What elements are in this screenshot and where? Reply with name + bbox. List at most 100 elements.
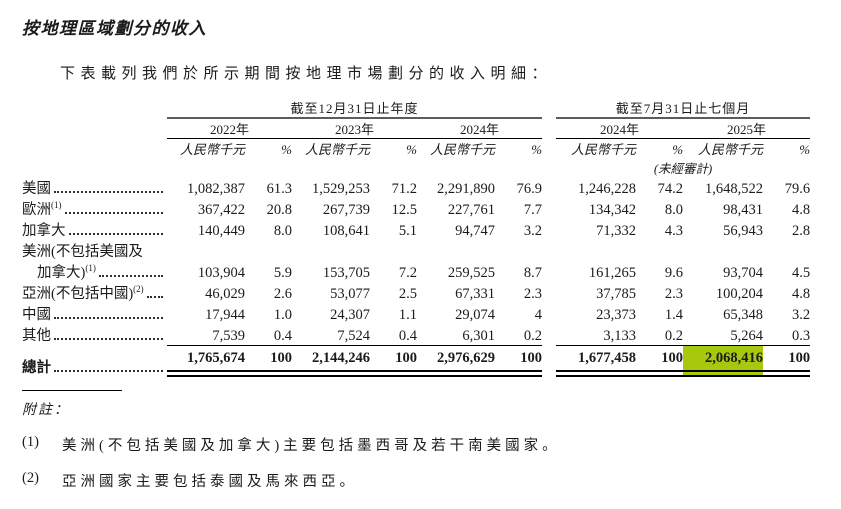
amount-cell: 37,785 <box>596 286 637 302</box>
footnote-divider <box>22 390 122 391</box>
amount-cell: 367,422 <box>197 202 245 218</box>
percent-cell: 20.8 <box>266 202 292 218</box>
percent-cell: 0.3 <box>791 328 811 344</box>
percent-cell: 2.6 <box>273 286 292 302</box>
amount-cell: 6,301 <box>462 328 495 344</box>
column-gap <box>542 177 556 198</box>
percent-cell: 1.4 <box>664 307 684 323</box>
amount-cell: 65,348 <box>723 307 764 323</box>
year-header-7m-2024: 2024年 <box>556 118 684 139</box>
region-label-text: 亞洲(不包括中國)(2) <box>22 284 144 302</box>
unit-header: 人民幣千元 <box>429 142 495 157</box>
amount-cell: 1,529,253 <box>312 181 370 197</box>
region-label: 美國 <box>22 177 167 198</box>
double-rule <box>292 370 370 377</box>
amount-cell: 53,077 <box>330 286 370 302</box>
total-number: 2,068,416 <box>705 350 764 366</box>
region-label-text: 總計 <box>22 360 51 376</box>
table-body: 美國 1,082,387 61.3 1,529,253 71.2 2,291,890 76.… <box>22 177 811 377</box>
column-gap <box>542 139 556 159</box>
percent-cell: 5.9 <box>273 265 292 281</box>
table-row: 歐洲(1) 367,422 20.8 267,739 12.5 227,761 7.7 134… <box>22 198 810 219</box>
percent-cell: 9.6 <box>664 265 684 281</box>
unit-header: 人民幣千元 <box>571 142 637 157</box>
percent-cell: 4.3 <box>664 223 684 239</box>
leader-dots <box>54 191 163 193</box>
column-gap <box>542 118 556 139</box>
double-rule <box>167 370 245 377</box>
amount-cell: 1,765,674 <box>167 345 245 377</box>
double-rule <box>556 370 637 377</box>
leader-dots <box>54 317 163 319</box>
amount-cell: 140,449 <box>197 223 245 239</box>
region-label: 中國 <box>22 303 167 324</box>
amount-cell: 7,539 <box>212 328 245 344</box>
region-label: 亞洲(不包括中國)(2) <box>22 282 167 303</box>
total-number: 100 <box>788 350 811 366</box>
column-gap <box>542 219 556 240</box>
percent-cell: 8.0 <box>664 202 684 218</box>
table-row: 其他 7,539 0.4 7,524 0.4 6,301 0.2 3,133 0.2 5,264 0… <box>22 324 810 345</box>
column-gap <box>542 98 556 118</box>
region-label-line: 總計 <box>22 356 167 377</box>
percent-cell: 2.3 <box>523 286 543 302</box>
amount-cell: 153,705 <box>322 265 370 281</box>
amount-cell: 29,074 <box>455 307 495 323</box>
percent-cell: 61.3 <box>266 181 292 197</box>
amount-cell: 17,944 <box>205 307 245 323</box>
page-title: 按地理區域劃分的收入 <box>22 19 207 38</box>
table-row: 加拿大)(1) 103,904 5.9 153,705 7.2 259,525 8.7 161… <box>22 261 810 282</box>
region-label: 加拿大 <box>22 219 167 240</box>
percent-cell: 100 <box>245 345 292 377</box>
column-gap <box>542 198 556 219</box>
amount-cell: 259,525 <box>447 265 495 281</box>
total-value: 100 <box>370 345 417 377</box>
region-label-text: 加拿大)(1) <box>37 263 96 281</box>
column-gap <box>542 261 556 282</box>
amount-cell: 100,204 <box>715 286 764 302</box>
double-rule <box>636 370 684 377</box>
group-header-annual: 截至12月31日止年度 <box>167 98 543 119</box>
column-gap <box>542 345 556 377</box>
leader-dots <box>146 296 163 298</box>
percent-cell: 76.9 <box>516 181 543 197</box>
intro-text: 下表載列我們於所示期間按地理市場劃分的收入明細： <box>60 66 553 82</box>
double-rule <box>763 370 811 377</box>
amount-cell: 3,133 <box>603 328 637 344</box>
total-number: 100 <box>661 350 684 366</box>
footnote-marker: (1) <box>85 263 96 274</box>
region-label: 美洲(不包括美國及 <box>22 240 810 261</box>
total-value: 100 <box>636 345 684 377</box>
amount-cell: 134,342 <box>588 202 637 218</box>
total-value: 100 <box>495 345 543 377</box>
percent-header: % <box>406 142 417 157</box>
percent-cell: 12.5 <box>391 202 417 218</box>
column-gap <box>542 324 556 345</box>
percent-cell: 8.0 <box>273 223 292 239</box>
unit-header: 人民幣千元 <box>179 142 245 157</box>
percent-cell: 100 <box>495 345 543 377</box>
total-number: 100 <box>270 350 292 366</box>
leader-dots <box>54 338 163 340</box>
amount-cell: 1,648,522 <box>705 181 764 197</box>
percent-cell: 8.7 <box>523 265 543 281</box>
double-rule <box>495 370 543 377</box>
leader-dots <box>68 233 163 235</box>
amount-cell: 98,431 <box>723 202 764 218</box>
total-row: 總計 1,765,674 100 2,144,246 100 2,976,629 100 1,… <box>22 345 811 377</box>
note-number: (2) <box>22 470 39 486</box>
region-label-line: 美洲(不包括美國及 <box>22 240 810 261</box>
column-gap <box>542 303 556 324</box>
amount-cell: 1,082,387 <box>187 181 245 197</box>
percent-cell: 0.4 <box>273 328 292 344</box>
amount-cell: 24,307 <box>330 307 370 323</box>
double-rule <box>683 370 764 377</box>
table-row: 美國 1,082,387 61.3 1,529,253 71.2 2,291,890 76.… <box>22 177 810 198</box>
total-number: 1,677,458 <box>578 350 637 366</box>
total-value: 1,677,458 <box>556 345 637 377</box>
amount-cell: 103,904 <box>197 265 245 281</box>
footnote-marker: (2) <box>133 284 144 295</box>
amount-cell: 2,144,246 <box>292 345 370 377</box>
percent-cell: 74.2 <box>657 181 684 197</box>
percent-cell: 100 <box>763 345 811 377</box>
